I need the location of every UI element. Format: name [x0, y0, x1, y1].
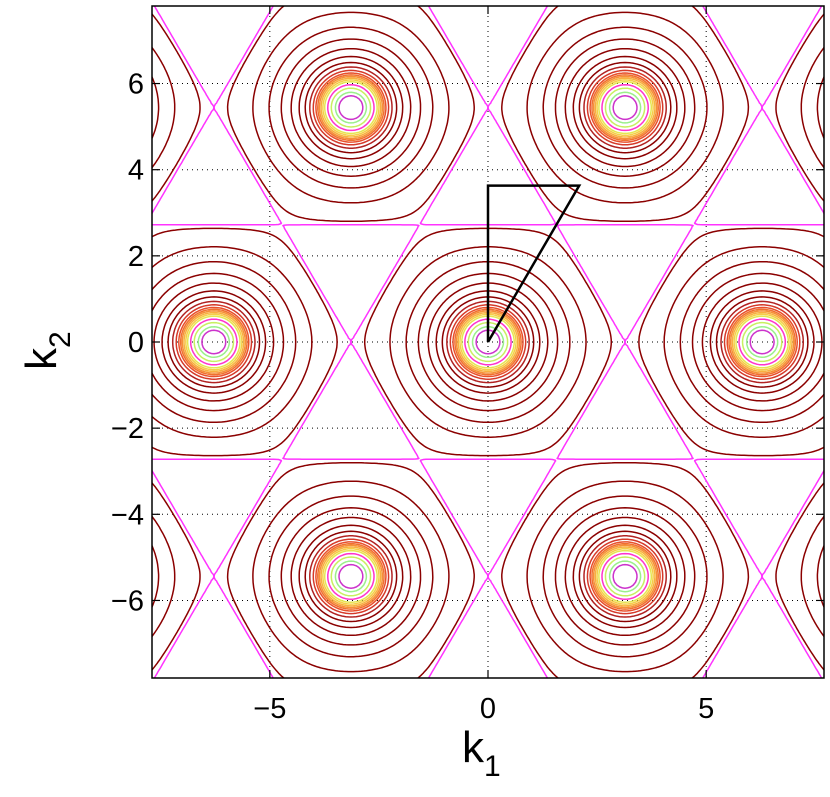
contour-line: [181, 75, 795, 609]
contour-line: [152, 26, 824, 658]
y-tick-label: 6: [128, 69, 144, 101]
contour-line: [152, 11, 824, 673]
contour-line: [201, 95, 775, 589]
contour-line: [185, 79, 791, 605]
contour-lines: [152, 6, 824, 678]
contour-line: [197, 91, 779, 593]
contour-line: [152, 6, 824, 678]
y-tick-label: 0: [128, 327, 144, 359]
y-tick-label: −6: [111, 585, 144, 617]
x-axis-label-subscript: 1: [484, 750, 501, 783]
contour-line: [183, 77, 793, 607]
axis-ticks: −5 0 5 −6 −4 −2 0 2 4 6: [111, 6, 824, 725]
contour-line: [178, 72, 798, 612]
contour-line: [186, 81, 790, 603]
contour-line: [171, 66, 805, 618]
contour-line: [189, 84, 787, 600]
grid: [152, 6, 824, 678]
path-overlay: [486, 184, 582, 343]
contour-line: [179, 74, 797, 610]
x-tick-label: −5: [253, 693, 286, 725]
contour-line: [153, 47, 823, 637]
contour-line: [175, 69, 801, 615]
y-tick-label: −2: [111, 413, 144, 445]
contour-line: [161, 55, 815, 629]
y-axis-label-subscript: 2: [44, 331, 77, 348]
x-axis-label: k1: [462, 723, 501, 783]
y-tick-label: 4: [128, 155, 144, 187]
x-tick-label: 0: [480, 693, 496, 725]
x-tick-label: 5: [698, 693, 714, 725]
path-triangle: [486, 184, 582, 343]
contour-line: [152, 38, 824, 646]
y-tick-label: 2: [128, 241, 144, 273]
y-axis-label: k2: [17, 331, 77, 370]
contour-line: [167, 61, 809, 623]
y-tick-label: −4: [111, 499, 144, 531]
contour-line: [193, 87, 783, 597]
